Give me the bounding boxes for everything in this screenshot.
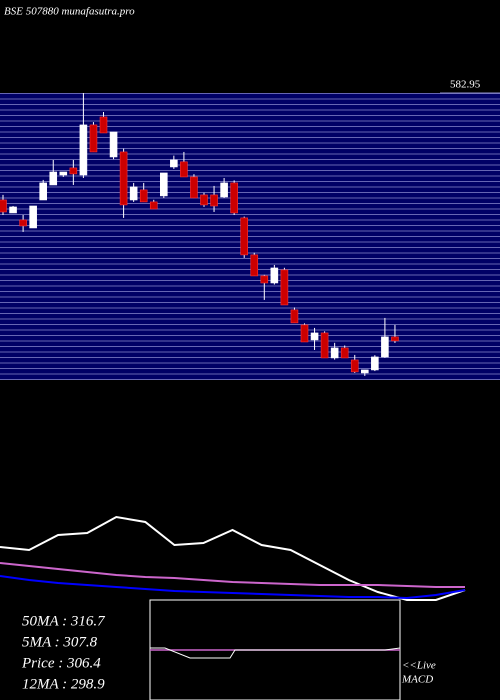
candle-body (160, 172, 168, 197)
candle-body (109, 131, 118, 158)
candle-body (360, 369, 369, 374)
candle-body (29, 205, 37, 229)
candle-body (320, 332, 329, 359)
candle-body (210, 194, 218, 207)
macd-line (150, 647, 401, 659)
series-line (0, 562, 465, 588)
candle-body (49, 171, 58, 186)
candle-body (250, 254, 259, 277)
candle-body (59, 171, 68, 176)
annotation: Price : 306.4 (21, 655, 101, 671)
annotation: MACD (401, 674, 433, 686)
candle-body (381, 336, 389, 358)
candle-body (310, 332, 319, 341)
candle-body (340, 347, 349, 359)
grid (0, 93, 500, 380)
candle-body (89, 124, 98, 153)
candle-body (149, 201, 158, 210)
candle-body (170, 159, 178, 168)
candle-body (119, 151, 128, 206)
annotation: 5MA : 307.8 (22, 634, 98, 650)
candle-body (300, 324, 309, 343)
chart-title: BSE 507880 munafasutra.pro (4, 6, 135, 18)
candle-body (371, 356, 379, 371)
candle-body (240, 217, 248, 256)
y-tick-label: 582.95 (450, 79, 481, 91)
candle-body (79, 124, 88, 176)
candle-body (290, 309, 299, 324)
candle-body (260, 275, 269, 284)
candle-body (39, 182, 48, 201)
annotation: 50MA : 316.7 (22, 613, 106, 629)
candle-body (230, 182, 238, 214)
candle-body (270, 267, 279, 284)
candle-body (129, 186, 138, 201)
candle-body (330, 347, 339, 359)
annotation: <<Live (402, 660, 436, 672)
candle-body (69, 167, 78, 175)
candle-body (139, 189, 148, 203)
candle-body (180, 161, 188, 178)
annotation: 12MA : 298.9 (22, 676, 105, 692)
candle-body (0, 199, 7, 213)
candle-body (19, 219, 27, 227)
candle-body (280, 269, 289, 306)
candle-body (200, 194, 208, 206)
candle-body (220, 182, 228, 198)
candle-body (190, 176, 198, 199)
candle-body (350, 359, 359, 373)
candle-body (391, 336, 399, 342)
series-line (0, 575, 466, 600)
candle-body (9, 206, 17, 214)
candle-body (99, 116, 108, 134)
series-line (0, 515, 466, 601)
